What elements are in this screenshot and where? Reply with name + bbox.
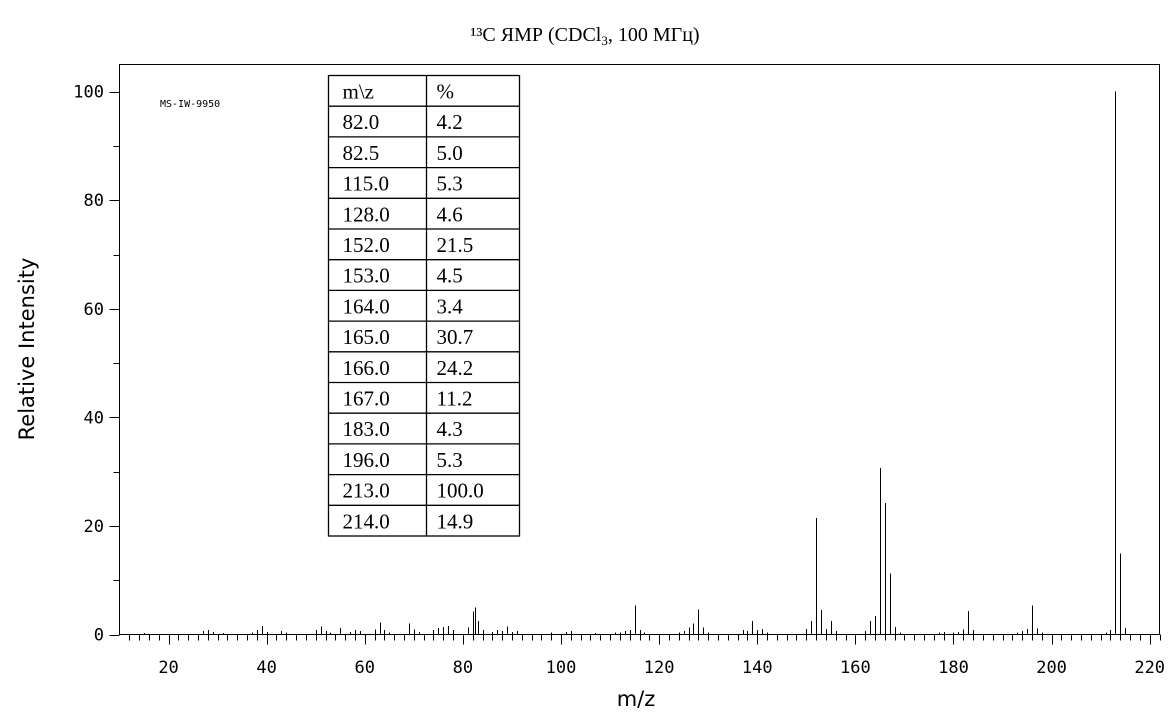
table-cell-mz: 167.0 (343, 387, 390, 411)
x-tick-label: 220 (1134, 658, 1165, 678)
table-cell-mz: 164.0 (343, 294, 390, 318)
table-cell-mz: 214.0 (343, 509, 390, 533)
table-cell-percent: 100.0 (437, 479, 484, 503)
x-axis-title: m/z (617, 687, 656, 711)
table-cell-percent: 4.2 (437, 110, 463, 134)
plot-frame (120, 65, 1160, 635)
x-tick-label: 40 (256, 658, 276, 678)
table-cell-percent: 30.7 (437, 325, 474, 349)
axis-ticks: 20 40 60 80 100 120 140 160 180 200 220 0 20 40 60 80 10… (73, 83, 1165, 678)
y-axis-title: Relative Intensity (15, 258, 39, 441)
table-cell-percent: 5.3 (437, 172, 463, 196)
table-header-percent: % (437, 80, 455, 104)
x-tick-label: 20 (158, 658, 178, 678)
y-tick-label: 0 (94, 626, 104, 646)
x-tick-label: 100 (546, 658, 577, 678)
table-cell-percent: 21.5 (437, 233, 474, 257)
table-cell-mz: 128.0 (343, 202, 390, 226)
y-tick-label: 60 (84, 300, 104, 320)
table-cell-percent: 5.3 (437, 448, 463, 472)
table-cell-percent: 4.6 (437, 202, 463, 226)
y-tick-label: 80 (84, 191, 104, 211)
x-tick-label: 80 (453, 658, 473, 678)
y-tick-label: 100 (73, 83, 104, 103)
x-tick-label: 60 (355, 658, 375, 678)
x-tick-label: 180 (938, 658, 969, 678)
table-cell-percent: 4.3 (437, 417, 463, 441)
peak-series (145, 92, 1126, 635)
table-cell-mz: 153.0 (343, 264, 390, 288)
y-tick-label: 20 (84, 517, 104, 537)
spectrum-id-label: MS-IW-9950 (160, 99, 220, 110)
peak-table: m\z % 82.0 4.2 82.5 5.0 115.0 5.3 128.0 4.6 152.0 2… (329, 76, 520, 537)
chart-title: ¹³C ЯМР (CDCl3, 100 МГц) (470, 24, 699, 48)
table-cell-mz: 165.0 (343, 325, 390, 349)
x-tick-label: 140 (742, 658, 773, 678)
x-tick-label: 160 (840, 658, 871, 678)
table-cell-percent: 11.2 (437, 387, 473, 411)
table-cell-percent: 5.0 (437, 141, 463, 165)
y-tick-label: 40 (84, 408, 104, 428)
table-cell-percent: 24.2 (437, 356, 474, 380)
table-cell-percent: 4.5 (437, 264, 463, 288)
table-cell-mz: 82.0 (343, 110, 380, 134)
table-cell-mz: 213.0 (343, 479, 390, 503)
table-cell-mz: 82.5 (343, 141, 380, 165)
table-cell-mz: 152.0 (343, 233, 390, 257)
x-tick-label: 200 (1036, 658, 1067, 678)
table-cell-percent: 14.9 (437, 509, 474, 533)
table-cell-mz: 166.0 (343, 356, 390, 380)
table-cell-mz: 115.0 (343, 172, 389, 196)
table-cell-mz: 183.0 (343, 417, 390, 441)
table-cell-mz: 196.0 (343, 448, 390, 472)
table-header-mz: m\z (343, 80, 375, 104)
x-tick-label: 120 (644, 658, 675, 678)
table-cell-percent: 3.4 (437, 294, 464, 318)
